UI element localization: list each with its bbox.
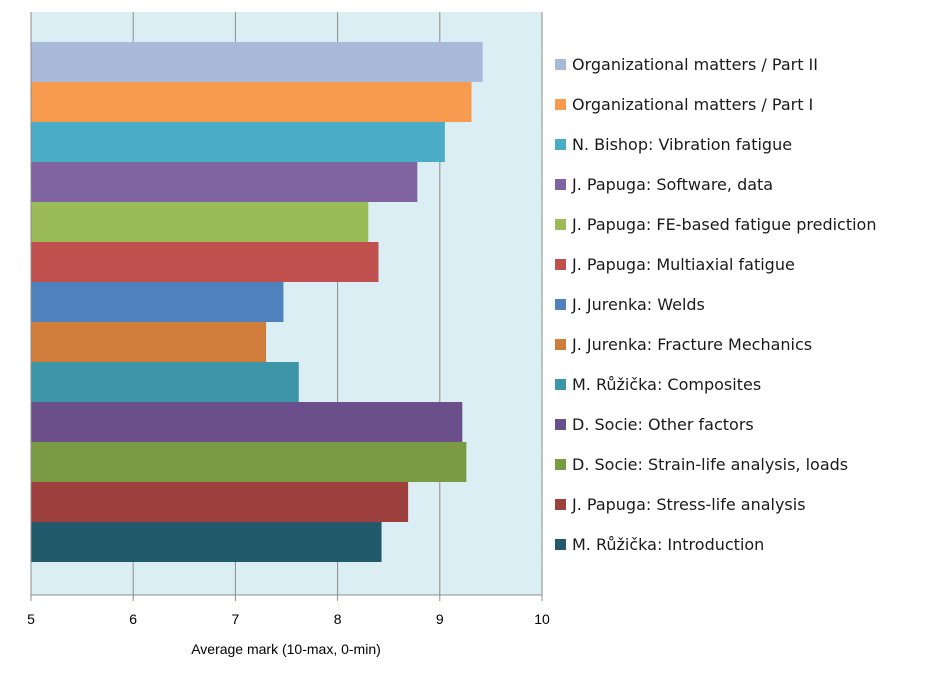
legend-swatch <box>555 379 566 390</box>
legend-label: D. Socie: Strain-life analysis, loads <box>572 455 848 474</box>
legend-label: J. Papuga: FE-based fatigue prediction <box>571 215 876 234</box>
x-tick-label: 9 <box>436 611 444 627</box>
bar-11 <box>31 482 409 522</box>
legend-label: D. Socie: Other factors <box>572 415 754 434</box>
bar-12 <box>31 522 382 562</box>
bar-2 <box>31 122 445 162</box>
legend-swatch <box>555 59 566 70</box>
legend-swatch <box>555 299 566 310</box>
bar-7 <box>31 322 267 362</box>
legend-label: M. Růžička: Composites <box>572 375 761 394</box>
legend-label: J. Papuga: Software, data <box>571 175 773 194</box>
legend-label: N. Bishop: Vibration fatigue <box>572 135 792 154</box>
bar-4 <box>31 202 369 242</box>
x-tick-label: 7 <box>232 611 240 627</box>
bars <box>31 42 483 562</box>
legend-label: M. Růžička: Introduction <box>572 535 764 554</box>
bar-1 <box>31 82 472 122</box>
legend-swatch <box>555 499 566 510</box>
x-tick-label: 8 <box>334 611 342 627</box>
legend-label: J. Papuga: Stress-life analysis <box>571 495 806 514</box>
legend-swatch <box>555 139 566 150</box>
bar-3 <box>31 162 418 202</box>
x-tick-label: 5 <box>27 611 35 627</box>
bar-0 <box>31 42 483 82</box>
legend-label: J. Papuga: Multiaxial fatigue <box>571 255 795 274</box>
legend-swatch <box>555 259 566 270</box>
bar-6 <box>31 282 284 322</box>
legend-swatch <box>555 459 566 470</box>
legend-swatch <box>555 99 566 110</box>
legend-label: Organizational matters / Part II <box>572 55 818 74</box>
legend-label: J. Jurenka: Fracture Mechanics <box>571 335 812 354</box>
legend-swatch <box>555 539 566 550</box>
legend-swatch <box>555 339 566 350</box>
bar-9 <box>31 402 463 442</box>
legend-swatch <box>555 419 566 430</box>
legend-swatch <box>555 219 566 230</box>
legend-swatch <box>555 179 566 190</box>
legend: Organizational matters / Part II Organiza… <box>555 55 876 554</box>
legend-label: J. Jurenka: Welds <box>571 295 705 314</box>
x-tick-label: 10 <box>534 611 550 627</box>
legend-label: Organizational matters / Part I <box>572 95 813 114</box>
bar-10 <box>31 442 467 482</box>
x-axis-title: Average mark (10-max, 0-min) <box>191 641 381 657</box>
x-ticks: 5 6 7 8 9 10 <box>27 595 550 627</box>
x-tick-label: 6 <box>129 611 137 627</box>
bar-5 <box>31 242 379 282</box>
bar-8 <box>31 362 299 402</box>
